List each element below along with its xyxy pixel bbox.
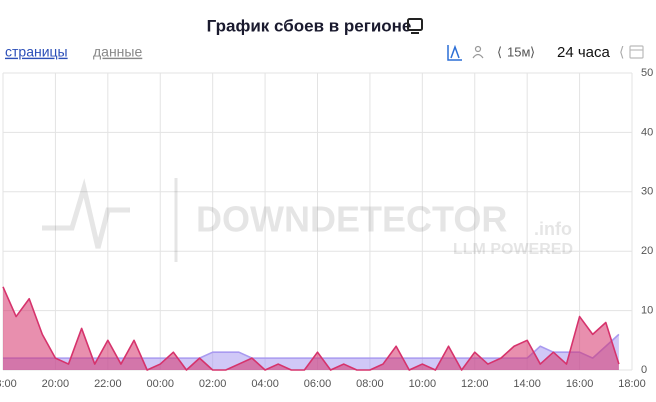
- next-interval[interactable]: ⟩: [530, 44, 535, 59]
- watermark-suffix: .info: [534, 219, 572, 239]
- x-tick-label: 22:00: [94, 378, 122, 390]
- x-tick-label: 18:00: [0, 378, 17, 390]
- y-tick-label: 40: [641, 126, 653, 138]
- x-tick-label: 08:00: [356, 378, 384, 390]
- prev-range[interactable]: ⟨: [619, 44, 624, 60]
- plot: 0 10 20 30 40 50 18:00 20:00 22:00 00:00 02:00 04:0…: [0, 67, 653, 390]
- calendar-icon[interactable]: [629, 45, 644, 59]
- x-tick-label: 04:00: [251, 378, 279, 390]
- y-tick-label: 0: [641, 364, 647, 376]
- x-tick-label: 10:00: [409, 378, 437, 390]
- range[interactable]: 24 часа: [557, 44, 611, 61]
- y-tick-label: 30: [641, 186, 653, 198]
- x-tick-label: 14:00: [513, 378, 541, 390]
- watermark-tagline: LLM POWERED: [453, 241, 573, 258]
- y-tick-label: 20: [641, 245, 653, 257]
- user-icon[interactable]: [472, 45, 484, 59]
- watermark-brand: DOWNDETECTOR: [196, 199, 507, 240]
- interval[interactable]: 15м: [507, 44, 530, 59]
- x-tick-label: 02:00: [199, 378, 227, 390]
- x-tick-label: 06:00: [304, 378, 332, 390]
- x-tick-label: 16:00: [566, 378, 594, 390]
- series-area: [3, 334, 619, 370]
- prev-interval[interactable]: ⟨: [497, 44, 502, 59]
- x-tick-label: 00:00: [146, 378, 174, 390]
- chart-type-icon[interactable]: [447, 44, 462, 61]
- watermark: DOWNDETECTOR .info LLM POWERED: [42, 178, 573, 262]
- title: График сбоев в регионе: [207, 16, 412, 35]
- series-line: [2, 286, 620, 371]
- link[interactable]: страницы: [5, 44, 68, 60]
- x-tick-label: 20:00: [42, 378, 70, 390]
- x-tick-label: 12:00: [461, 378, 489, 390]
- monitor-icon: [407, 18, 423, 34]
- y-tick-label: 10: [641, 305, 653, 317]
- y-tick-label: 50: [641, 67, 653, 79]
- x-tick-label: 18:00: [618, 378, 646, 390]
- series-area: [3, 286, 619, 370]
- link[interactable]: данные: [93, 44, 142, 60]
